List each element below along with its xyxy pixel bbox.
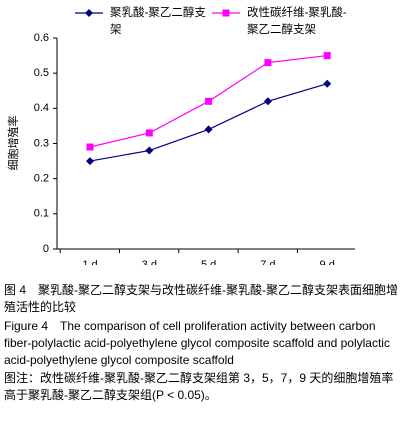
y-tick-label: 0.6 [34,32,49,44]
y-axis-title: 细胞增殖率 [6,116,20,171]
data-point [264,59,272,67]
data-point [323,52,331,60]
figure-caption-en: Figure 4 The comparison of cell prolifer… [4,319,390,367]
data-point [145,129,153,137]
y-tick-label: 0.4 [34,102,49,114]
data-point [205,97,213,105]
legend-label: 聚乳酸-聚乙二醇支架 [110,7,206,36]
y-tick-label: 0.5 [34,67,49,79]
data-point [86,157,94,166]
figure-note: 图注：改性碳纤维-聚乳酸-聚乙二醇支架组第 3，5，7，9 天的细胞增殖率高于聚… [4,371,394,402]
series-line [89,83,328,162]
y-tick-label: 0 [43,243,49,255]
data-point [323,79,332,88]
x-tick-label: 1 d [82,259,97,265]
x-tick-label: 7 d [260,259,275,265]
legend-label: 改性碳纤维-聚乳酸-聚乙二醇支架 [247,7,347,36]
legend-marker [222,9,230,17]
legend-marker [85,9,93,17]
y-tick-label: 0.3 [34,137,49,149]
y-tick-label: 0.2 [34,173,49,185]
chart: 细胞增殖率 0 0.1 0.2 0.3 0.4 0.5 0.6 1 d 3 d 5 d 7 d 9 d [6,9,355,265]
x-tick-label: 9 d [320,259,335,265]
y-tick-label: 0.1 [34,208,49,220]
data-point [86,143,94,151]
data-point [263,97,272,106]
x-tick-label: 5 d [201,259,216,265]
data-point [204,125,213,134]
x-tick-label: 3 d [142,259,157,265]
data-point [145,146,154,155]
figure-caption-zh: 图 4 聚乳酸-聚乙二醇支架与改性碳纤维-聚乳酸-聚乙二醇支架表面细胞增殖活性的… [4,283,398,314]
